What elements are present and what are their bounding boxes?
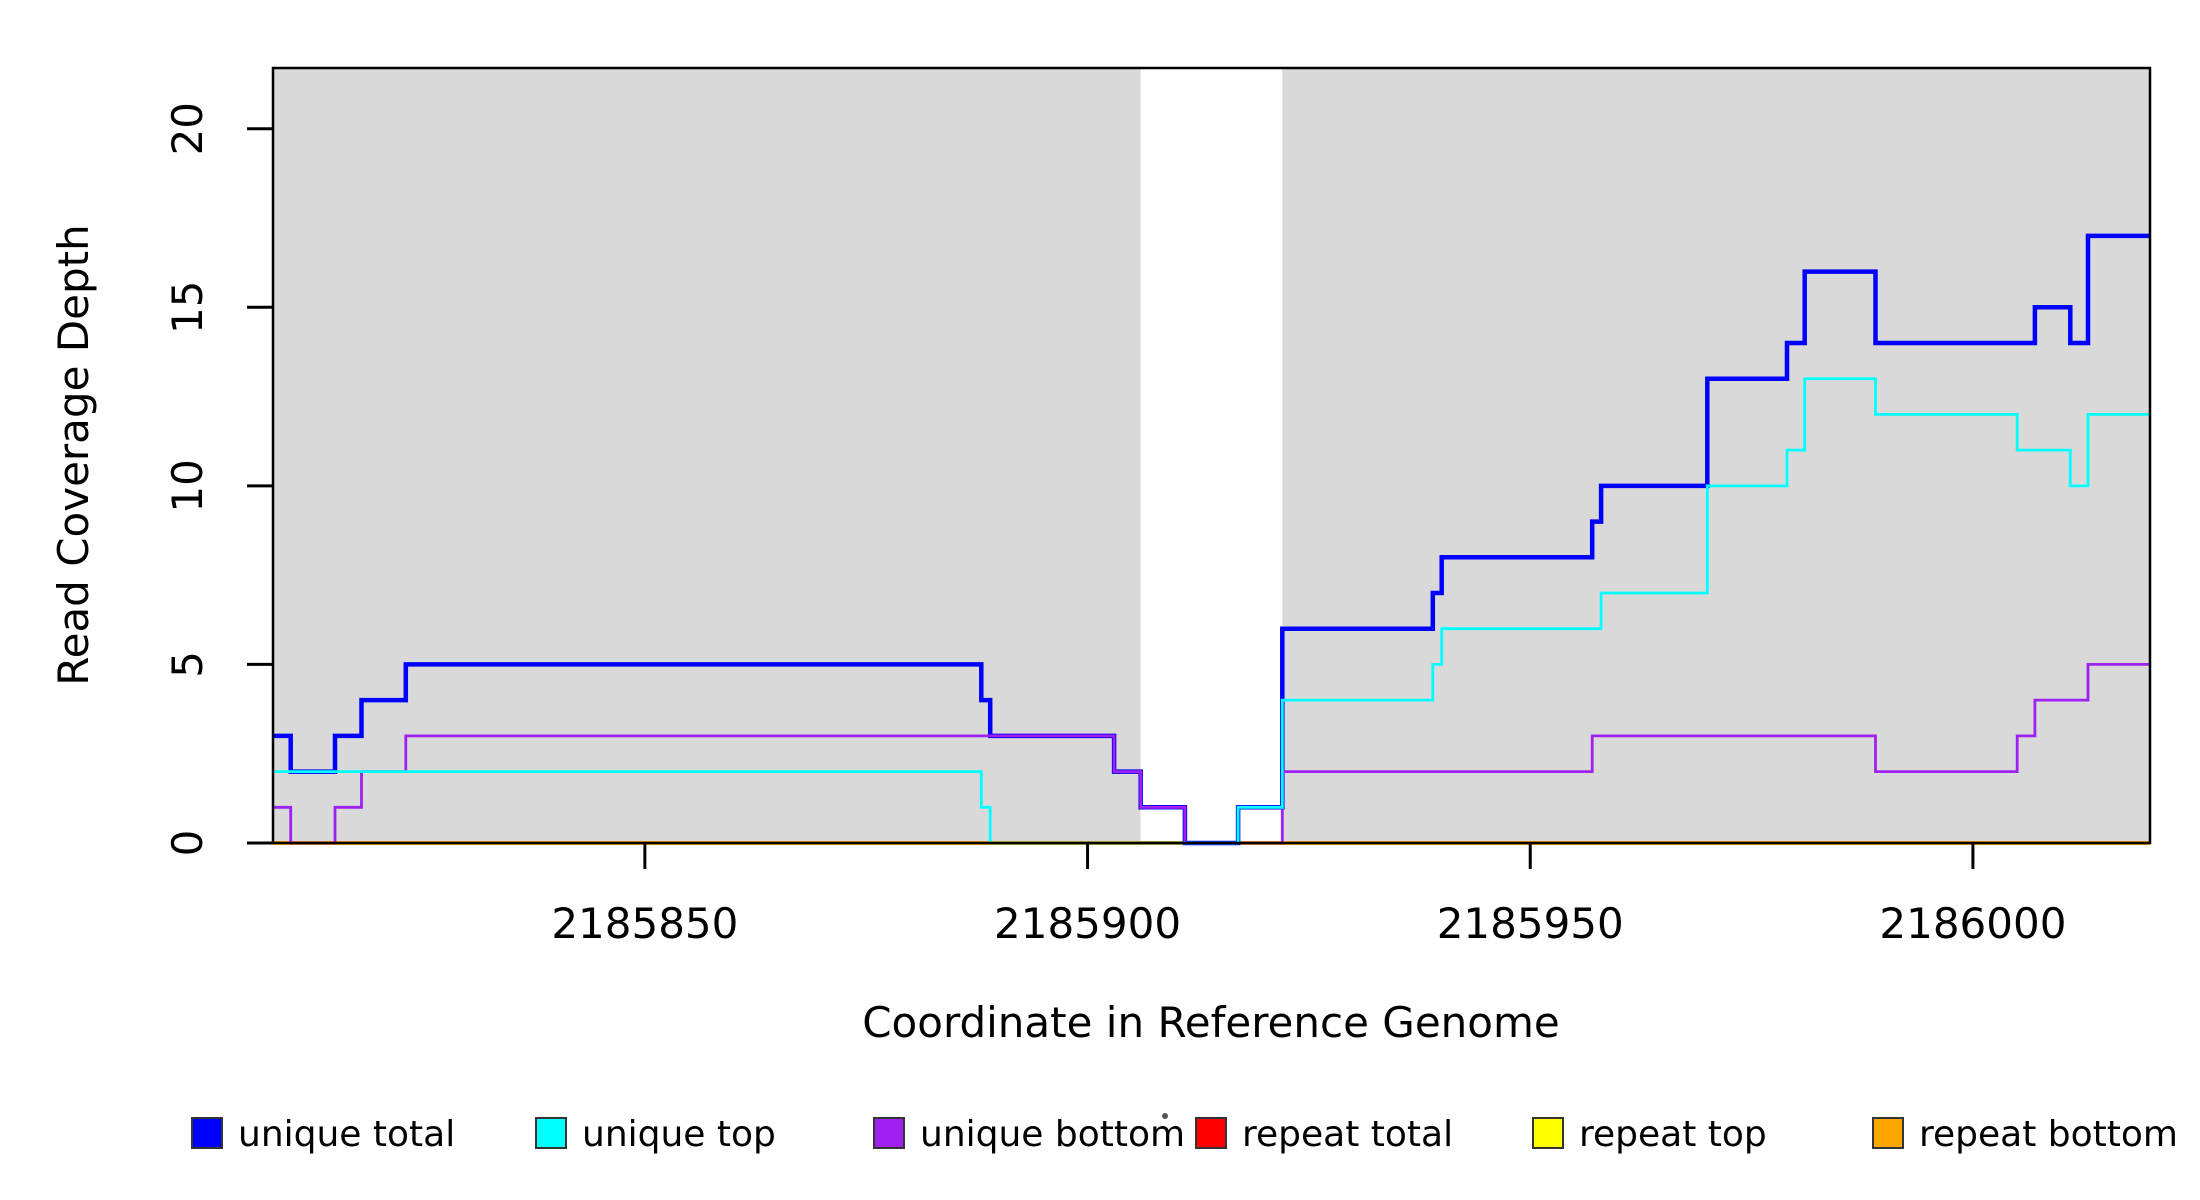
shaded-regions-layer [273, 68, 2150, 843]
legend-swatch [1532, 1117, 1564, 1149]
series-unique-bottom [273, 663, 2150, 845]
x-tick-label: 2185900 [994, 899, 1181, 948]
legend-item-repeat-bottom: repeat bottom [1872, 1114, 2178, 1155]
y-axis-title: Read Coverage Depth [49, 224, 98, 685]
x-axis-title: Coordinate in Reference Genome [862, 998, 1560, 1047]
shaded-region-1 [1282, 68, 2150, 843]
legend-swatch [191, 1117, 223, 1149]
x-tick-label: 2186000 [1879, 899, 2066, 948]
shaded-region-0 [273, 68, 1141, 843]
legend-label: unique top [582, 1114, 776, 1155]
legend-label: repeat bottom [1919, 1114, 2178, 1155]
legend-item-unique-total: unique total [191, 1114, 455, 1155]
legend-swatch [1872, 1117, 1904, 1149]
legend-swatch [1195, 1117, 1227, 1149]
legend-label: repeat top [1579, 1114, 1767, 1155]
y-tick-label: 15 [163, 281, 212, 334]
legend-stray-dot [1162, 1113, 1168, 1119]
legend-label: unique bottom [920, 1114, 1185, 1155]
y-tick-label: 0 [163, 830, 212, 857]
legend-item-unique-bottom: unique bottom [873, 1114, 1185, 1155]
y-tick-label: 5 [163, 651, 212, 678]
legend-swatch [873, 1117, 905, 1149]
legend-item-repeat-top: repeat top [1532, 1114, 1767, 1155]
legend-swatch [535, 1117, 567, 1149]
legend-item-unique-top: unique top [535, 1114, 776, 1155]
legend-layer: unique total unique top unique bottom repea… [191, 1114, 2178, 1155]
series-unique-total [273, 233, 2150, 846]
axes-layer: 2185850 2185900 2185950 2186000 0 5 10 15 20 [163, 66, 2152, 948]
x-tick-label: 2185950 [1437, 899, 1624, 948]
y-tick-label: 20 [163, 102, 212, 155]
plot-box [271, 66, 2152, 845]
y-tick-label: 10 [163, 459, 212, 512]
legend-label: repeat total [1242, 1114, 1453, 1155]
x-tick-label: 2185850 [551, 899, 738, 948]
legend-item-repeat-total: repeat total [1195, 1114, 1453, 1155]
legend-label: unique total [238, 1114, 455, 1155]
